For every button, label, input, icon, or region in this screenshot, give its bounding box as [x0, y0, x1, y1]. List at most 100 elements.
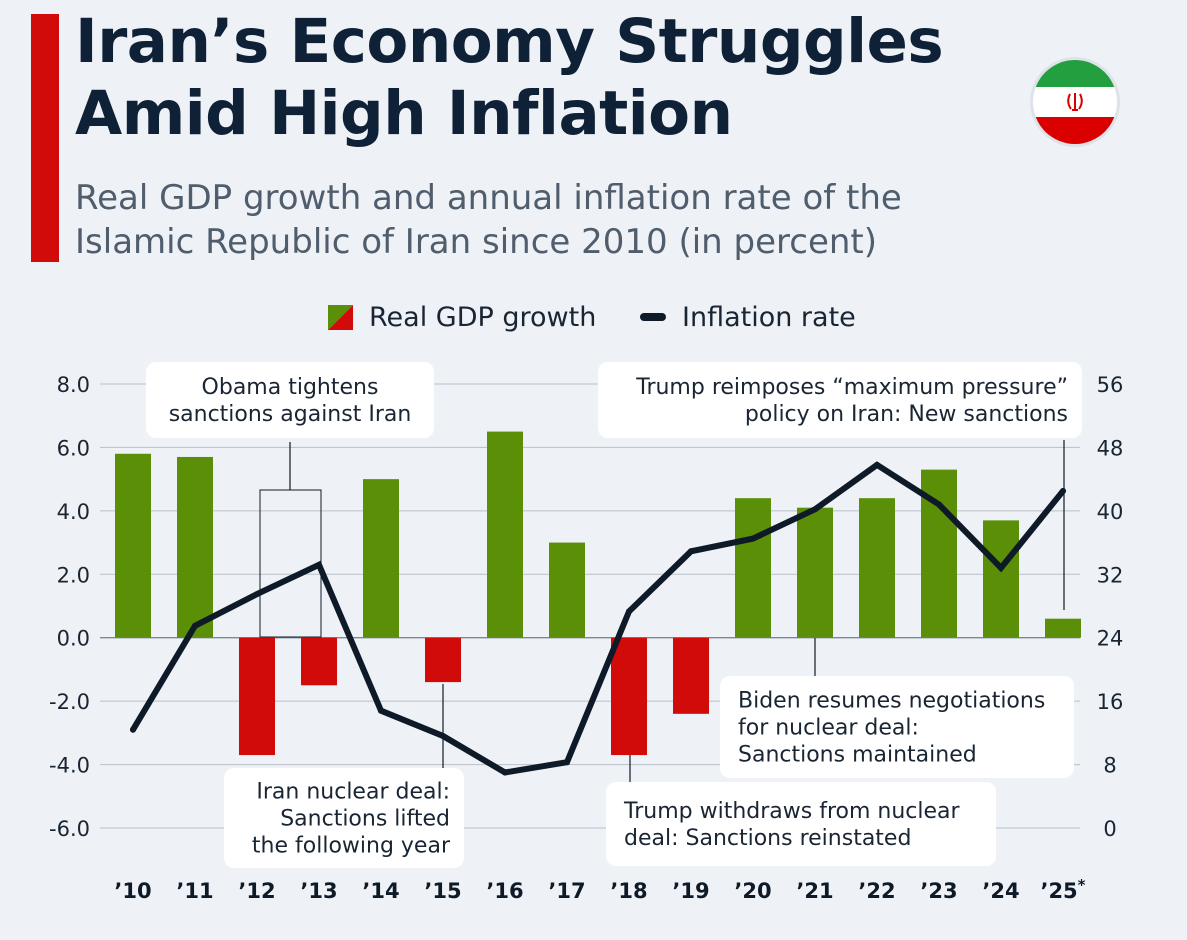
- x-axis-tick: ’25*: [1040, 876, 1085, 903]
- chart-subtitle: Real GDP growth and annual inflation rat…: [75, 176, 1015, 264]
- title-line-1: Iran’s Economy Struggles: [75, 6, 944, 77]
- left-axis-tick: 4.0: [57, 500, 90, 524]
- gdp-bar: [425, 637, 461, 683]
- right-axis-tick: 16: [1097, 690, 1124, 714]
- annotation-text-line: for nuclear deal:: [738, 716, 919, 741]
- right-axis-tick: 40: [1097, 500, 1124, 524]
- gdp-bar: [301, 637, 337, 686]
- legend-item-inflation: Inflation rate: [640, 295, 856, 339]
- x-axis-tick: ’23: [920, 879, 957, 903]
- inflation-point: [874, 461, 880, 468]
- gdp-bar: [239, 637, 275, 756]
- annotation-text-line: Sanctions maintained: [738, 743, 977, 768]
- x-axis-tick: ’20: [734, 879, 771, 903]
- right-axis-tick: 56: [1097, 373, 1124, 397]
- inflation-point: [936, 501, 942, 508]
- annotation-text-line: sanctions against Iran: [169, 402, 412, 427]
- gdp-bar: [983, 520, 1019, 638]
- inflation-point: [378, 707, 384, 714]
- x-axis-tick: ’13: [300, 879, 337, 903]
- right-axis-tick: 0: [1103, 817, 1116, 841]
- annotation-trump-max: Trump reimposes “maximum pressure”policy…: [598, 362, 1082, 438]
- inflation-line: [130, 461, 1066, 776]
- annotation-text-line: the following year: [252, 834, 451, 859]
- annotation-text-line: Obama tightens: [202, 375, 379, 400]
- legend-item-gdp: Real GDP growth: [328, 295, 596, 339]
- gdp-bar: [487, 431, 523, 638]
- gdp-swatch-icon: [328, 304, 353, 330]
- inflation-point: [1060, 488, 1066, 495]
- inflation-point: [316, 561, 322, 568]
- subtitle-line-1: Real GDP growth and annual inflation rat…: [75, 178, 902, 218]
- annotation-box: [606, 782, 996, 866]
- annotation-text-line: Sanctions lifted: [280, 807, 450, 832]
- x-axis-tick: ’24: [982, 879, 1019, 903]
- x-axis-tick: ’21: [796, 879, 833, 903]
- inflation-point: [440, 733, 446, 740]
- x-axis-tick: ’22: [858, 879, 895, 903]
- left-axis-tick: 6.0: [57, 436, 90, 460]
- x-axis-tick: ’15: [424, 879, 461, 903]
- chart-legend: Real GDP growth Inflation rate: [0, 295, 1187, 339]
- inflation-point: [688, 548, 694, 555]
- inflation-point: [750, 535, 756, 542]
- gdp-bar: [549, 542, 585, 638]
- inflation-point: [130, 726, 136, 733]
- gdp-bar: [859, 498, 895, 638]
- x-axis-tick: ’18: [610, 879, 647, 903]
- inflation-point: [812, 506, 818, 513]
- x-axis-tick: ’10: [114, 879, 151, 903]
- right-axis-tick: 48: [1097, 436, 1124, 460]
- inflation-point: [564, 759, 570, 766]
- title-line-2: Amid High Inflation: [75, 78, 733, 149]
- inflation-point: [502, 769, 508, 776]
- legend-label-gdp: Real GDP growth: [369, 301, 597, 333]
- x-axis-tick: ’14: [362, 879, 399, 903]
- x-axis-tick: ’19: [672, 879, 709, 903]
- gdp-bar: [735, 498, 771, 638]
- annotation-text-line: Iran nuclear deal:: [256, 780, 450, 805]
- right-axis-tick: 24: [1097, 627, 1124, 651]
- left-axis-tick: 8.0: [57, 373, 90, 397]
- gdp-bar: [1045, 618, 1081, 638]
- inflation-swatch-icon: [640, 313, 666, 321]
- annotation-text-line: policy on Iran: New sanctions: [745, 402, 1068, 427]
- gdp-bar: [177, 456, 213, 638]
- annotation-text-line: Trump reimposes “maximum pressure”: [635, 375, 1068, 400]
- chart-title: Iran’s Economy Struggles Amid High Infla…: [75, 6, 944, 150]
- left-axis-tick: -2.0: [49, 690, 90, 714]
- left-axis-tick: -4.0: [49, 754, 90, 778]
- left-axis-tick: 0.0: [57, 627, 90, 651]
- highlight-box: [259, 489, 322, 638]
- subtitle-line-2: Islamic Republic of Iran since 2010 (in …: [75, 222, 878, 262]
- annotation-text-line: Biden resumes negotiations: [738, 689, 1045, 714]
- inflation-point: [192, 622, 198, 629]
- accent-bar: [31, 14, 59, 262]
- annotation-box: [720, 676, 1074, 778]
- annotation-box: [598, 362, 1082, 438]
- gdp-bar: [115, 453, 151, 638]
- left-axis-tick: -6.0: [49, 817, 90, 841]
- legend-label-inflation: Inflation rate: [682, 301, 856, 333]
- annotation-box: [224, 768, 464, 868]
- gdp-bar: [673, 637, 709, 714]
- right-axis-tick: 8: [1103, 754, 1116, 778]
- inflation-point: [254, 591, 260, 598]
- gdp-bar: [797, 507, 833, 638]
- gdp-bar: [611, 637, 647, 756]
- right-axis-tick: 32: [1097, 563, 1124, 587]
- annotation-text-line: deal: Sanctions reinstated: [624, 826, 911, 851]
- x-axis-tick: ’11: [176, 879, 213, 903]
- left-axis-tick: 2.0: [57, 563, 90, 587]
- annotation-text-line: Trump withdraws from nuclear: [623, 799, 960, 824]
- inflation-point: [998, 564, 1004, 571]
- gdp-bar: [363, 479, 399, 638]
- x-axis-tick: ’16: [486, 879, 523, 903]
- x-axis-tick: ’12: [238, 879, 275, 903]
- x-axis-tick: ’17: [548, 879, 585, 903]
